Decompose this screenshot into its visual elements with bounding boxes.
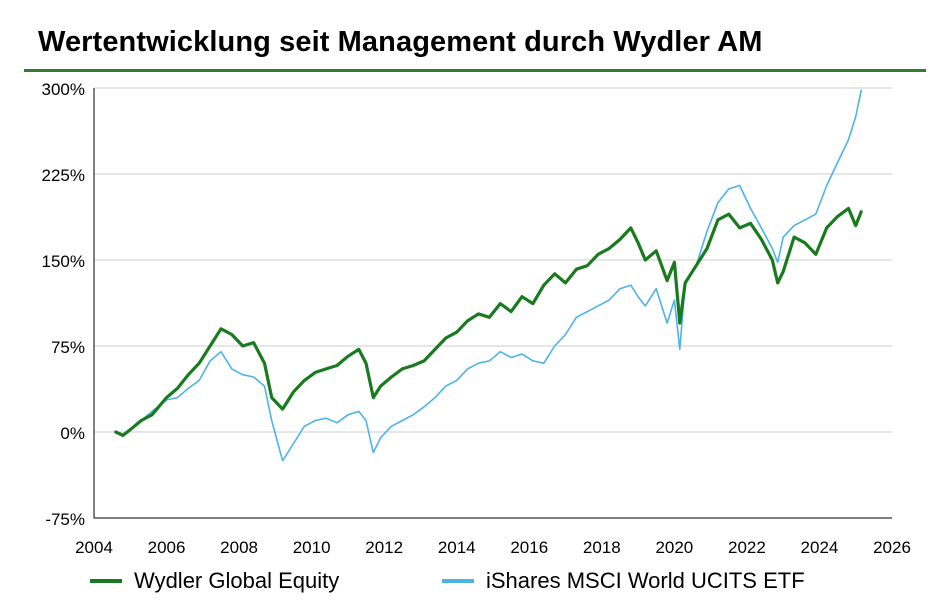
y-tick-labels: 300% 225% 150% 75% 0% -75%: [42, 80, 85, 529]
x-tick-label: 2004: [75, 538, 113, 557]
x-tick-labels: 2004 2006 2008 2010 2012 2014 2016 2018 2020 2022…: [75, 538, 911, 557]
chart-title: Wertentwicklung seit Management durch Wy…: [38, 26, 763, 58]
legend-item-wydler: Wydler Global Equity: [90, 568, 339, 594]
y-tick-label: 75%: [51, 338, 85, 357]
x-tick-label: 2006: [148, 538, 186, 557]
series-line-ishares: [115, 89, 863, 462]
legend-item-ishares: iShares MSCI World UCITS ETF: [442, 568, 805, 594]
x-tick-label: 2008: [220, 538, 258, 557]
x-tick-label: 2020: [655, 538, 693, 557]
x-tick-label: 2018: [583, 538, 621, 557]
line-chart: 300%225%150%75%0%-75% 2004 2006 2008 2010 20…: [42, 80, 911, 557]
grid-lines: [94, 87, 892, 519]
x-tick-label: 2024: [801, 538, 839, 557]
y-tick-label: 300%: [42, 80, 85, 99]
y-tick-label: -75%: [45, 510, 85, 529]
series-line-wydler: [114, 206, 863, 437]
y-tick-label: 225%: [42, 166, 85, 185]
x-tick-label: 2014: [438, 538, 476, 557]
series-lines: [114, 89, 863, 462]
title-underline: [24, 69, 926, 72]
axes: [93, 88, 892, 519]
x-tick-label: 2022: [728, 538, 766, 557]
x-tick-label: 2012: [365, 538, 403, 557]
legend-swatch-wydler: [90, 579, 122, 583]
legend-label-ishares: iShares MSCI World UCITS ETF: [486, 568, 805, 593]
legend-swatch-ishares: [442, 579, 474, 583]
x-tick-label: 2016: [510, 538, 548, 557]
legend: Wydler Global Equity iShares MSCI World …: [0, 568, 950, 602]
x-tick-label: 2026: [873, 538, 911, 557]
legend-label-wydler: Wydler Global Equity: [134, 568, 340, 593]
x-tick-label: 2010: [293, 538, 331, 557]
y-tick-label: 0%: [60, 424, 85, 443]
y-tick-label: 150%: [42, 252, 85, 271]
